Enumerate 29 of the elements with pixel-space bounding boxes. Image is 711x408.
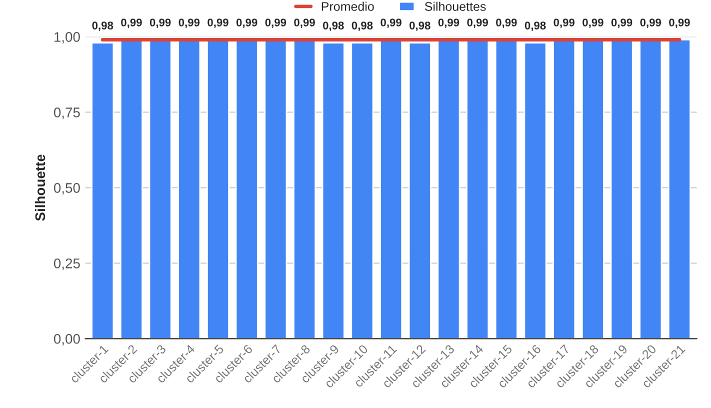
y-axis-title: Silhouette	[34, 154, 46, 221]
y-tick-label: 1,00	[54, 32, 80, 44]
data-label: 0,99	[121, 18, 142, 28]
data-label: 0,99	[611, 18, 632, 28]
y-tick-label: 0,75	[54, 108, 80, 120]
data-label: 0,99	[467, 18, 488, 28]
data-label: 0,99	[265, 18, 286, 28]
legend-label: Silhouettes	[424, 2, 486, 11]
y-tick-label: 0,25	[54, 258, 80, 270]
data-label: 0,99	[496, 18, 517, 28]
data-label: 0,99	[208, 18, 228, 28]
data-label: 0,98	[92, 22, 114, 32]
data-label: 0,99	[554, 18, 575, 28]
data-label: 0,99	[380, 18, 402, 28]
data-label: 0,99	[438, 18, 460, 28]
data-label: 0,99	[150, 18, 171, 28]
data-label: 0,99	[178, 18, 200, 28]
data-label: 0,98	[524, 22, 546, 32]
data-label: 0,99	[582, 18, 604, 28]
data-label: 0,99	[294, 18, 315, 28]
y-tick-label: 0,00	[54, 334, 80, 346]
data-label: 0,99	[669, 18, 690, 28]
data-label: 0,99	[236, 18, 258, 28]
legend-label: Promedio	[322, 2, 374, 11]
data-label: 0,98	[352, 22, 373, 32]
y-tick-label: 0,50	[54, 183, 80, 194]
data-label: 0,98	[410, 22, 430, 32]
data-label: 0,99	[640, 18, 662, 28]
data-label: 0,98	[322, 22, 344, 32]
